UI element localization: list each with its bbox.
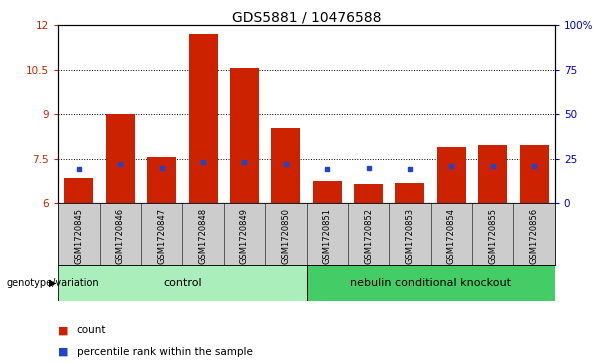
Bar xyxy=(437,147,466,203)
Text: GSM1720850: GSM1720850 xyxy=(281,208,291,264)
Bar xyxy=(520,146,549,203)
Bar xyxy=(354,184,383,203)
Text: control: control xyxy=(163,278,202,288)
Text: GSM1720848: GSM1720848 xyxy=(199,208,208,264)
Text: GSM1720855: GSM1720855 xyxy=(488,208,497,264)
Bar xyxy=(478,146,507,203)
Text: ■: ■ xyxy=(58,325,69,335)
Text: genotype/variation: genotype/variation xyxy=(6,278,99,288)
Bar xyxy=(272,128,300,203)
Text: GSM1720846: GSM1720846 xyxy=(116,208,125,264)
Text: count: count xyxy=(77,325,106,335)
Bar xyxy=(395,183,424,203)
Bar xyxy=(306,265,555,301)
Bar xyxy=(147,157,176,203)
Text: GSM1720854: GSM1720854 xyxy=(447,208,456,264)
Bar xyxy=(189,34,218,203)
Text: GSM1720851: GSM1720851 xyxy=(322,208,332,264)
Text: GSM1720853: GSM1720853 xyxy=(405,208,414,264)
Bar xyxy=(58,265,306,301)
Text: nebulin conditional knockout: nebulin conditional knockout xyxy=(350,278,511,288)
Text: GSM1720845: GSM1720845 xyxy=(74,208,83,264)
Text: ▶: ▶ xyxy=(49,278,56,288)
Text: GSM1720847: GSM1720847 xyxy=(157,208,166,264)
Text: ■: ■ xyxy=(58,347,69,357)
Bar xyxy=(313,181,341,203)
Text: GSM1720856: GSM1720856 xyxy=(530,208,539,264)
Text: GSM1720849: GSM1720849 xyxy=(240,208,249,264)
Bar xyxy=(64,178,93,203)
Bar xyxy=(230,68,259,203)
Title: GDS5881 / 10476588: GDS5881 / 10476588 xyxy=(232,10,381,24)
Text: GSM1720852: GSM1720852 xyxy=(364,208,373,264)
Text: percentile rank within the sample: percentile rank within the sample xyxy=(77,347,253,357)
Bar xyxy=(106,114,135,203)
